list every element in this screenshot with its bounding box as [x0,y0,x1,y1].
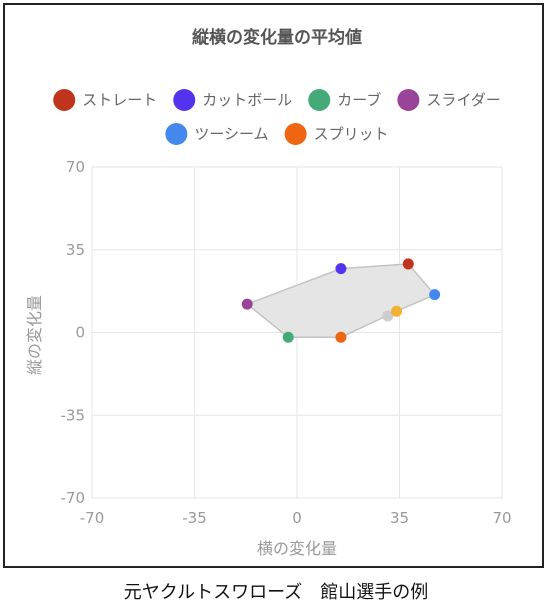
legend-swatch [397,89,420,111]
y-axis-title: 縦の変化量 [25,295,44,375]
x-tick-label: 0 [292,509,302,527]
caption: 元ヤクルトスワローズ 館山選手の例 [123,582,429,603]
legend-label: カーブ [337,91,381,109]
y-tick-label: -70 [61,489,86,507]
data-point-extra [382,310,394,322]
legend-swatch [165,123,188,145]
chart-title: 縦横の変化量の平均値 [192,27,362,48]
x-tick-label: -70 [80,509,105,527]
x-tick-label: 35 [390,509,409,527]
legend-swatch [53,89,76,111]
y-tick-label: 35 [66,241,85,259]
ticks: -70 -35 0 35 70 70 35 0 -35 -70 [61,158,512,527]
y-tick-label: 70 [66,158,85,176]
legend-label: スプリット [314,125,389,143]
chart-frame: 縦横の変化量の平均値 ストレート カットボール カーブ スライダーツーシーム スプリット… [3,3,544,568]
data-point [335,331,347,343]
x-tick-label: 70 [492,509,511,527]
grid [91,166,503,499]
hull-polygon [245,263,436,338]
legend-swatch [308,89,331,111]
data-point [429,289,441,301]
y-tick-label: 0 [75,324,85,342]
points [241,258,441,343]
legend-swatch [173,89,196,111]
data-point [241,298,253,310]
x-axis-title: 横の変化量 [257,539,337,558]
data-point [335,263,347,275]
legend-swatch [284,123,307,145]
data-point-extra [391,305,403,317]
legend-label: ツーシーム [194,125,268,143]
legend-label: ストレート [82,91,157,109]
data-point [402,258,414,270]
hull [245,263,436,338]
legend-label: カットボール [202,91,292,109]
x-tick-label: -35 [182,509,207,527]
legend-label: スライダー [426,91,500,109]
data-point [282,331,294,343]
y-tick-label: -35 [61,406,86,424]
